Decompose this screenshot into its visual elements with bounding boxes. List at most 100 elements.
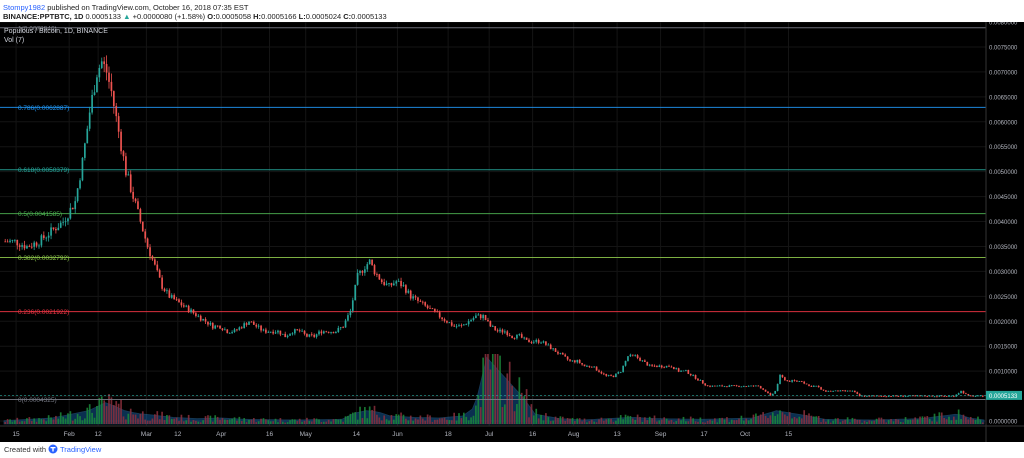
candle-body bbox=[344, 320, 347, 328]
candle-body bbox=[714, 385, 716, 387]
candle-body bbox=[163, 288, 166, 292]
volume-bar bbox=[409, 415, 412, 424]
candle-body bbox=[103, 61, 106, 65]
price-chart[interactable]: 1(0.0078846) 0.786(0.0062887) 0.618(0.0050… bbox=[0, 21, 1024, 442]
volume-bar bbox=[552, 420, 554, 424]
candle-body bbox=[733, 385, 736, 387]
volume-bar bbox=[945, 419, 948, 424]
volume-bar bbox=[310, 421, 313, 424]
volume-bar bbox=[467, 420, 470, 424]
chart-area[interactable]: 1(0.0078846) 0.786(0.0062887) 0.618(0.0050… bbox=[0, 21, 1024, 442]
candle-body bbox=[919, 395, 921, 397]
volume-bar bbox=[71, 420, 74, 424]
candle-body bbox=[50, 227, 52, 236]
candle-body bbox=[187, 305, 190, 313]
volume-bar bbox=[788, 412, 791, 424]
volume-bar bbox=[742, 420, 745, 424]
high-value: 0.0005166 bbox=[261, 12, 297, 21]
volume-bar bbox=[141, 411, 144, 424]
volume-bar bbox=[390, 415, 393, 424]
volume-bar bbox=[67, 413, 69, 424]
y-tick-label: 0.0080000 bbox=[989, 22, 1018, 27]
candle-body bbox=[793, 380, 796, 381]
candle-body bbox=[689, 373, 692, 376]
volume-bar bbox=[764, 415, 767, 424]
volume-bar bbox=[91, 412, 93, 424]
volume-bar bbox=[706, 420, 709, 424]
volume-bar bbox=[460, 418, 463, 424]
volume-bar bbox=[882, 419, 885, 424]
candle-body bbox=[856, 392, 859, 394]
volume-bar bbox=[257, 421, 260, 424]
candle-body bbox=[962, 390, 965, 394]
volume-bar bbox=[26, 418, 28, 424]
volume-bar bbox=[320, 421, 323, 424]
volume-bar bbox=[400, 412, 402, 424]
volume-bar bbox=[170, 418, 173, 424]
candle-body bbox=[892, 395, 895, 397]
candle-body bbox=[564, 354, 567, 357]
candle-body bbox=[296, 329, 299, 331]
candle-body bbox=[846, 390, 849, 392]
candle-body bbox=[185, 305, 188, 307]
tradingview-brand[interactable]: TradingView bbox=[60, 445, 102, 454]
volume-bar bbox=[289, 420, 291, 424]
volume-bar bbox=[221, 418, 224, 424]
volume-bar bbox=[308, 421, 311, 424]
x-tick-label: 17 bbox=[700, 431, 708, 438]
volume-bar bbox=[549, 421, 552, 424]
volume-bar bbox=[687, 421, 690, 424]
author-name[interactable]: Stompy1982 bbox=[3, 3, 46, 12]
candle-body bbox=[566, 356, 569, 360]
volume-bar bbox=[583, 418, 586, 424]
volume-bar bbox=[875, 418, 878, 424]
y-tick-label: 0.0010000 bbox=[989, 370, 1018, 376]
volume-bar bbox=[204, 416, 207, 424]
candle-body bbox=[424, 302, 427, 306]
y-tick-label: 0.0075000 bbox=[989, 45, 1018, 51]
x-tick-label: Apr bbox=[216, 431, 227, 438]
candle-body bbox=[380, 279, 383, 283]
candle-body bbox=[863, 395, 866, 397]
candle-body bbox=[279, 330, 282, 335]
candle-body bbox=[911, 395, 914, 397]
volume-bar bbox=[586, 422, 588, 424]
volume-bar bbox=[508, 361, 511, 424]
volume-bar bbox=[909, 419, 912, 424]
candle-body bbox=[23, 245, 26, 249]
candle-body bbox=[115, 106, 118, 117]
volume-bar bbox=[132, 414, 134, 424]
candle-body bbox=[117, 116, 120, 132]
candle-body bbox=[774, 390, 777, 394]
candle-body bbox=[868, 395, 871, 397]
candle-body bbox=[779, 375, 781, 384]
candle-body bbox=[776, 383, 779, 391]
volume-bar bbox=[672, 422, 675, 424]
volume-bar bbox=[151, 418, 154, 424]
x-tick-label: Feb bbox=[64, 431, 76, 438]
candle-body bbox=[465, 324, 468, 326]
volume-bar bbox=[342, 421, 344, 424]
candle-body bbox=[487, 319, 489, 322]
volume-bar bbox=[86, 407, 89, 424]
candle-body bbox=[146, 238, 149, 248]
volume-bar bbox=[714, 418, 716, 424]
candle-body bbox=[98, 67, 101, 78]
volume-bar bbox=[50, 417, 52, 424]
candle-body bbox=[950, 395, 953, 397]
last-price-tag bbox=[986, 390, 1022, 400]
candle-body bbox=[226, 329, 229, 334]
candle-body bbox=[525, 337, 528, 340]
volume-bar bbox=[750, 418, 752, 424]
candle-body bbox=[904, 396, 907, 398]
candle-body bbox=[784, 377, 786, 381]
volume-bar bbox=[84, 418, 86, 424]
candle-body bbox=[545, 341, 547, 345]
volume-bar bbox=[255, 422, 258, 424]
volume-bar bbox=[711, 420, 714, 424]
candle-body bbox=[755, 385, 757, 387]
candle-body bbox=[593, 366, 596, 368]
candle-body bbox=[69, 207, 72, 219]
volume-bar bbox=[332, 419, 335, 424]
volume-bar bbox=[228, 419, 231, 424]
